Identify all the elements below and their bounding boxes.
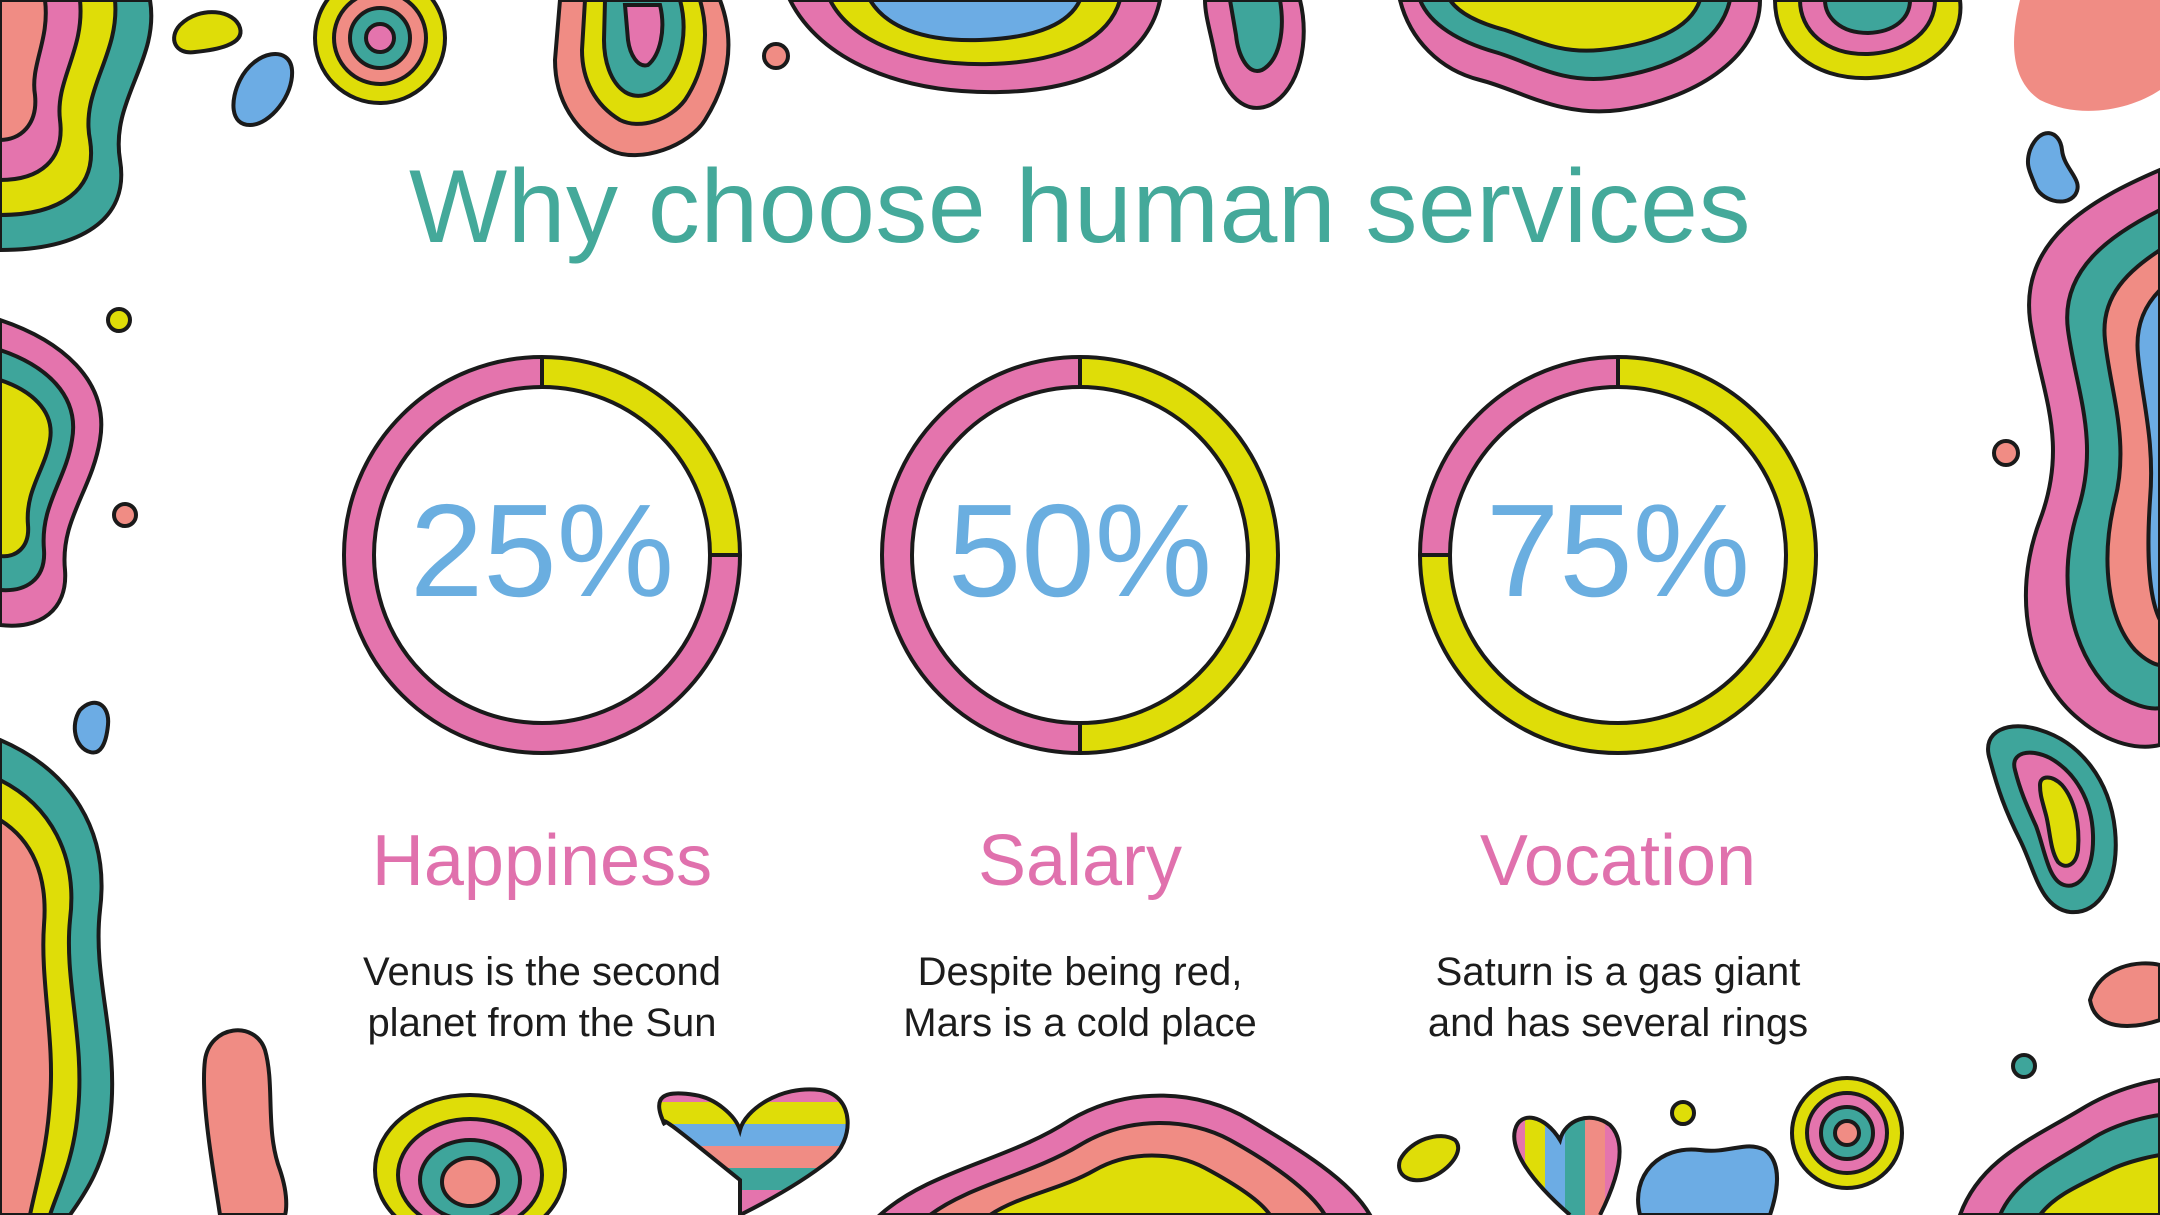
stat-description-line: Venus is the second bbox=[362, 950, 722, 994]
stat-description: Despite being red, Mars is a cold place bbox=[800, 947, 1360, 1049]
dot-icon bbox=[1670, 1100, 1696, 1126]
wavy-blob-icon bbox=[2014, 0, 2160, 111]
stat-percent: 50% bbox=[947, 477, 1213, 624]
dot-icon bbox=[2011, 1053, 2037, 1079]
progress-ring bbox=[880, 355, 1280, 755]
stat-label: Happiness bbox=[371, 821, 713, 901]
wavy-blob-icon bbox=[2087, 961, 2160, 1028]
stat-percent: 75% bbox=[1485, 477, 1751, 624]
wavy-blob-icon bbox=[202, 1028, 289, 1215]
ring-remainder-segment bbox=[1420, 357, 1618, 555]
striped-heart-icon bbox=[657, 1087, 850, 1215]
wavy-blob-icon bbox=[0, 737, 115, 1215]
stat-description-line: Mars is a cold place bbox=[903, 1001, 1257, 1045]
wavy-blob-icon bbox=[1397, 0, 1763, 114]
stat-label: Vocation bbox=[1479, 821, 1757, 901]
wavy-blob-icon bbox=[2025, 131, 2080, 204]
stat-description-line: Despite being red, bbox=[917, 950, 1243, 994]
wavy-blob-icon bbox=[1986, 724, 2118, 915]
concentric-circle-icon bbox=[1790, 1076, 1904, 1190]
wavy-blob-icon bbox=[552, 0, 731, 158]
wavy-blob-icon bbox=[0, 0, 154, 253]
page-title: Why choose human services bbox=[409, 149, 1751, 265]
wavy-blob-icon bbox=[787, 0, 1163, 95]
progress-ring bbox=[342, 355, 742, 755]
concentric-circle-icon bbox=[373, 1093, 567, 1215]
wavy-blob-icon bbox=[1397, 1134, 1461, 1183]
ring-progress-segment bbox=[542, 357, 740, 555]
dot-icon bbox=[112, 502, 138, 528]
wavy-blob-icon bbox=[0, 317, 104, 628]
ring-remainder-segment bbox=[882, 357, 1080, 753]
wavy-blob-icon bbox=[1636, 1144, 1779, 1215]
stat-label: Salary bbox=[977, 821, 1183, 901]
dot-icon bbox=[1992, 439, 2020, 467]
stat-percent: 25% bbox=[409, 477, 675, 624]
stat-description-line: Saturn is a gas giant bbox=[1435, 950, 1801, 994]
dot-icon bbox=[106, 307, 132, 333]
concentric-circle-icon bbox=[313, 0, 447, 105]
wavy-blob-icon bbox=[231, 52, 295, 128]
progress-ring bbox=[1418, 355, 1818, 755]
ring-progress-segment bbox=[1080, 357, 1278, 753]
dot-icon bbox=[762, 42, 790, 70]
stat-description-line: planet from the Sun bbox=[367, 1001, 717, 1045]
concentric-circle-icon bbox=[1772, 0, 1963, 81]
wavy-blob-icon bbox=[877, 1093, 1373, 1215]
striped-heart-icon bbox=[1512, 1115, 1622, 1215]
stat-description: Saturn is a gas giant and has several ri… bbox=[1338, 947, 1898, 1049]
stat-description-line: and has several rings bbox=[1427, 1001, 1809, 1045]
wavy-blob-icon bbox=[1957, 1077, 2160, 1215]
wavy-blob-icon bbox=[1227, 0, 1284, 73]
wavy-blob-icon bbox=[2023, 167, 2160, 749]
wavy-blob-icon bbox=[72, 700, 111, 755]
wavy-blob-icon bbox=[172, 10, 243, 55]
stat-description: Venus is the second planet from the Sun bbox=[262, 947, 822, 1049]
